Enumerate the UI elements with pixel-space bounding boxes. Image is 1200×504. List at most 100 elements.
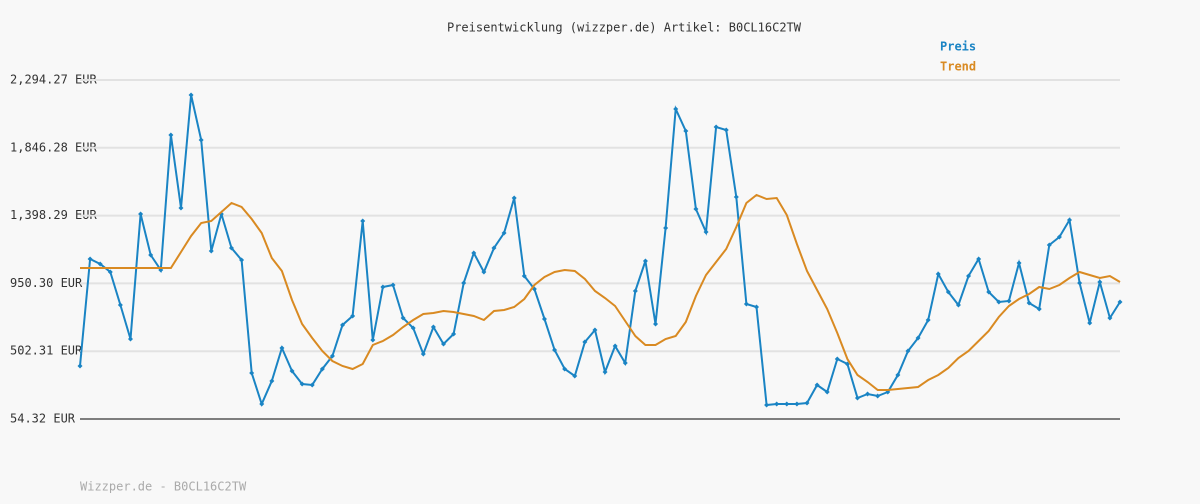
point-marker xyxy=(117,302,123,308)
point-marker xyxy=(602,369,608,375)
point-marker xyxy=(784,401,790,407)
point-marker xyxy=(97,261,103,267)
point-marker xyxy=(693,206,699,212)
point-marker xyxy=(1107,315,1113,321)
point-marker xyxy=(915,335,921,341)
point-marker xyxy=(420,351,426,357)
point-marker xyxy=(794,401,800,407)
y-tick-label: 1,846.28 EUR xyxy=(10,140,97,154)
point-marker xyxy=(1036,306,1042,312)
point-marker xyxy=(592,327,598,333)
point-marker xyxy=(1056,234,1062,240)
point-marker xyxy=(875,393,881,399)
point-marker xyxy=(754,304,760,310)
point-marker xyxy=(743,301,749,307)
y-tick-label: 54.32 EUR xyxy=(10,412,76,426)
point-marker xyxy=(319,366,325,372)
point-marker xyxy=(340,322,346,328)
y-tick-label: 1,398.29 EUR xyxy=(10,208,97,222)
point-marker xyxy=(804,400,810,406)
point-marker xyxy=(562,366,568,372)
point-marker xyxy=(138,211,144,217)
series-line xyxy=(79,94,1121,407)
point-marker xyxy=(895,372,901,378)
point-marker xyxy=(935,271,941,277)
point-marker xyxy=(774,401,780,407)
point-marker xyxy=(107,269,113,275)
point-marker xyxy=(925,317,931,323)
point-marker xyxy=(279,345,285,351)
point-marker xyxy=(572,373,578,379)
point-marker xyxy=(127,336,133,342)
point-marker xyxy=(632,288,638,294)
point-marker xyxy=(955,302,961,308)
point-marker xyxy=(329,353,335,359)
point-marker xyxy=(996,299,1002,305)
point-marker xyxy=(1077,280,1083,286)
point-marker xyxy=(1016,260,1022,266)
point-marker xyxy=(309,382,315,388)
point-marker xyxy=(582,339,588,345)
point-marker xyxy=(370,337,376,343)
point-marker xyxy=(87,256,93,262)
legend-entry: Preis xyxy=(940,40,976,54)
point-marker xyxy=(228,245,234,251)
point-marker xyxy=(390,282,396,288)
point-marker xyxy=(854,395,860,401)
point-marker xyxy=(1067,217,1073,223)
point-marker xyxy=(249,370,255,376)
point-marker xyxy=(511,195,517,201)
point-marker xyxy=(1117,299,1123,305)
point-marker xyxy=(824,389,830,395)
point-marker xyxy=(521,273,527,279)
point-marker xyxy=(148,252,154,258)
point-marker xyxy=(178,205,184,211)
point-marker xyxy=(1006,298,1012,304)
point-marker xyxy=(834,356,840,362)
point-marker xyxy=(764,402,770,408)
footer: Wizzper.de - B0CL16C2TW xyxy=(80,480,247,494)
point-marker xyxy=(703,229,709,235)
point-marker xyxy=(552,347,558,353)
point-marker xyxy=(410,325,416,331)
point-marker xyxy=(471,250,477,256)
point-marker xyxy=(501,230,507,236)
point-marker xyxy=(481,269,487,275)
point-marker xyxy=(1026,300,1032,306)
y-tick-label: 2,294.27 EUR xyxy=(10,73,97,87)
point-marker xyxy=(289,368,295,374)
point-marker xyxy=(400,315,406,321)
point-marker xyxy=(673,106,679,112)
point-marker xyxy=(440,341,446,347)
point-marker xyxy=(451,331,457,337)
point-marker xyxy=(380,284,386,290)
point-marker xyxy=(683,128,689,134)
point-marker xyxy=(1046,242,1052,248)
point-marker xyxy=(1087,320,1093,326)
point-marker xyxy=(733,194,739,200)
point-marker xyxy=(259,401,265,407)
series-line xyxy=(80,193,1121,391)
chart-title: Preisentwicklung (wizzper.de) Artikel: B… xyxy=(447,21,802,35)
point-marker xyxy=(1097,279,1103,285)
point-marker xyxy=(905,348,911,354)
point-marker xyxy=(976,256,982,262)
point-marker xyxy=(612,343,618,349)
point-marker xyxy=(299,381,305,387)
y-tick-label: 502.31 EUR xyxy=(10,344,83,358)
point-marker xyxy=(986,289,992,295)
point-marker xyxy=(430,324,436,330)
point-marker xyxy=(945,289,951,295)
point-marker xyxy=(713,124,719,130)
point-marker xyxy=(653,321,659,327)
point-marker xyxy=(541,316,547,322)
legend-entry: Trend xyxy=(940,60,976,74)
point-marker xyxy=(966,273,972,279)
point-marker xyxy=(663,225,669,231)
point-marker xyxy=(198,137,204,143)
y-tick-label: 950.30 EUR xyxy=(10,276,83,290)
point-marker xyxy=(350,313,356,319)
